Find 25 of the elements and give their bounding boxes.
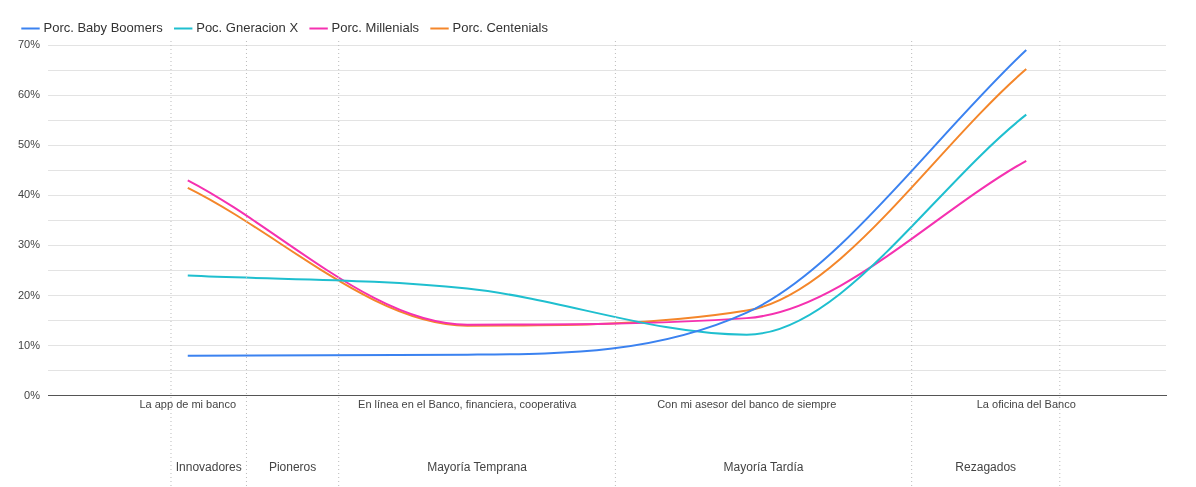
text: Mayoría Tardía xyxy=(723,460,804,475)
x-tick-label: La app de mi banco xyxy=(139,398,237,411)
y-tick-label: 30% xyxy=(17,238,41,251)
text: Innovadores xyxy=(175,460,242,475)
y-tick-label: 20% xyxy=(17,288,41,301)
y-tick-label: 10% xyxy=(17,338,41,351)
y-tick-label: 0% xyxy=(24,388,41,401)
x-tick-label: Con mi asesor del banco de siempre xyxy=(657,398,837,411)
y-tick-label: 40% xyxy=(17,188,41,201)
y-tick-label: 60% xyxy=(17,88,41,101)
y-tick-label: 50% xyxy=(17,138,41,151)
line-series xyxy=(186,49,1028,357)
x-tick-label: En línea en el Banco, financiera, cooperativa xyxy=(358,398,578,411)
legend-label: Porc. Millenials xyxy=(331,20,420,36)
line-series xyxy=(186,159,1028,326)
x-tick-label: La oficina del Banco xyxy=(976,398,1076,411)
line-series xyxy=(186,113,1028,336)
text: Mayoría Temprana xyxy=(427,460,528,475)
line-series xyxy=(186,68,1028,327)
legend-label: Porc. Centenials xyxy=(452,20,549,36)
legend-label: Porc. Baby Boomers xyxy=(43,20,164,36)
y-tick-label: 70% xyxy=(17,38,41,51)
legend-label: Poc. Gneracion X xyxy=(196,20,299,36)
text: Rezagados xyxy=(955,460,1017,475)
text: Pioneros xyxy=(268,460,317,475)
